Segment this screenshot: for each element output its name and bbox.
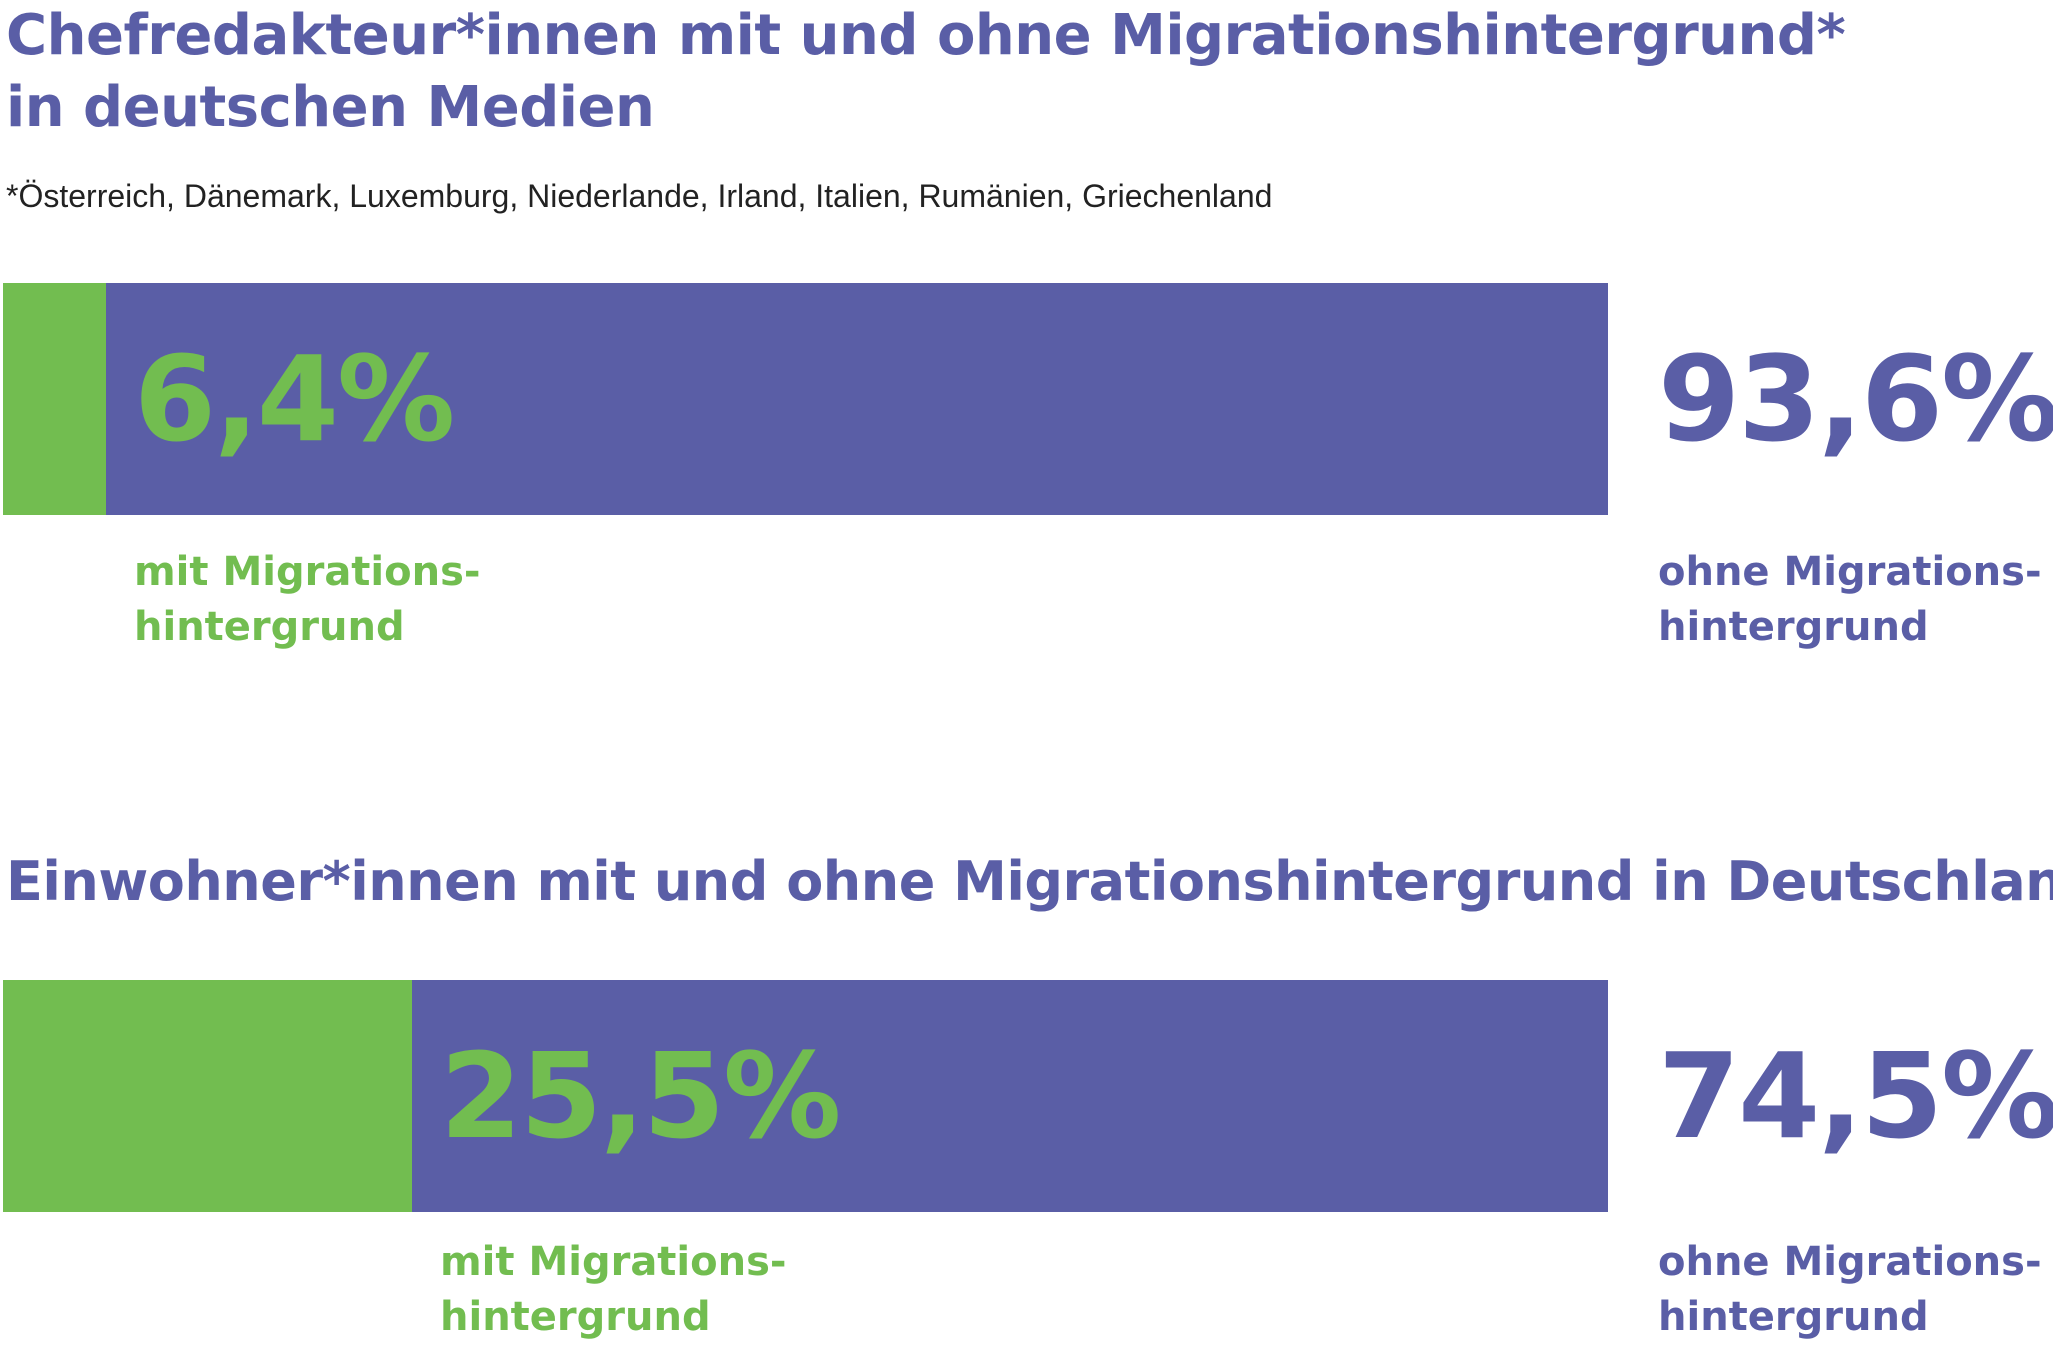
- chart-2-legend-label-without-migration: ohne Migrations- hintergrund: [1658, 1235, 2042, 1345]
- chart-1-stacked-bar: [3, 283, 1608, 515]
- chart-2-title: Einwohner*innen mit und ohne Migrationsh…: [6, 846, 2053, 918]
- chart-2-value-label-without-migration: 74,5%: [1658, 1027, 2053, 1165]
- chart-2-legend-label-with-migration-line-2: hintergrund: [440, 1294, 711, 1340]
- chart-1-value-label-with-migration: 6,4%: [134, 330, 455, 468]
- chart-1-title-line-2: in deutschen Medien: [6, 75, 655, 140]
- chart-2-legend-label-with-migration-line-1: mit Migrations-: [440, 1239, 787, 1285]
- chart-2-legend-label-without-migration-line-1: ohne Migrations-: [1658, 1239, 2042, 1285]
- chart-2-stacked-bar: [3, 980, 1608, 1212]
- chart-2-value-label-with-migration: 25,5%: [440, 1027, 841, 1165]
- chart-1-title: Chefredakteur*innen mit und ohne Migrati…: [6, 0, 1906, 144]
- chart-1-legend-label-without-migration-line-1: ohne Migrations-: [1658, 549, 2042, 595]
- chart-1-bar-with-migration: [3, 283, 106, 515]
- chart-2-legend-label-without-migration-line-2: hintergrund: [1658, 1294, 1929, 1340]
- chart-1-footnote: *Österreich, Dänemark, Luxemburg, Nieder…: [6, 178, 1273, 214]
- chart-2-title-line-1: Einwohner*innen mit und ohne Migrationsh…: [6, 850, 2053, 913]
- chart-1-value-label-without-migration: 93,6%: [1658, 330, 2053, 468]
- chart-1-legend-label-without-migration-line-2: hintergrund: [1658, 604, 1929, 650]
- chart-2-bar-with-migration: [3, 980, 412, 1212]
- chart-1-title-line-1: Chefredakteur*innen mit und ohne Migrati…: [6, 3, 1846, 68]
- chart-1-bar-without-migration: [106, 283, 1608, 515]
- chart-1-legend-label-with-migration-line-2: hintergrund: [134, 604, 405, 650]
- chart-2-legend-label-with-migration: mit Migrations- hintergrund: [440, 1235, 787, 1345]
- chart-1-legend-label-without-migration: ohne Migrations- hintergrund: [1658, 545, 2042, 655]
- chart-1-legend-label-with-migration-line-1: mit Migrations-: [134, 549, 481, 595]
- chart-2-bar-without-migration: [412, 980, 1608, 1212]
- chart-1-legend-label-with-migration: mit Migrations- hintergrund: [134, 545, 481, 655]
